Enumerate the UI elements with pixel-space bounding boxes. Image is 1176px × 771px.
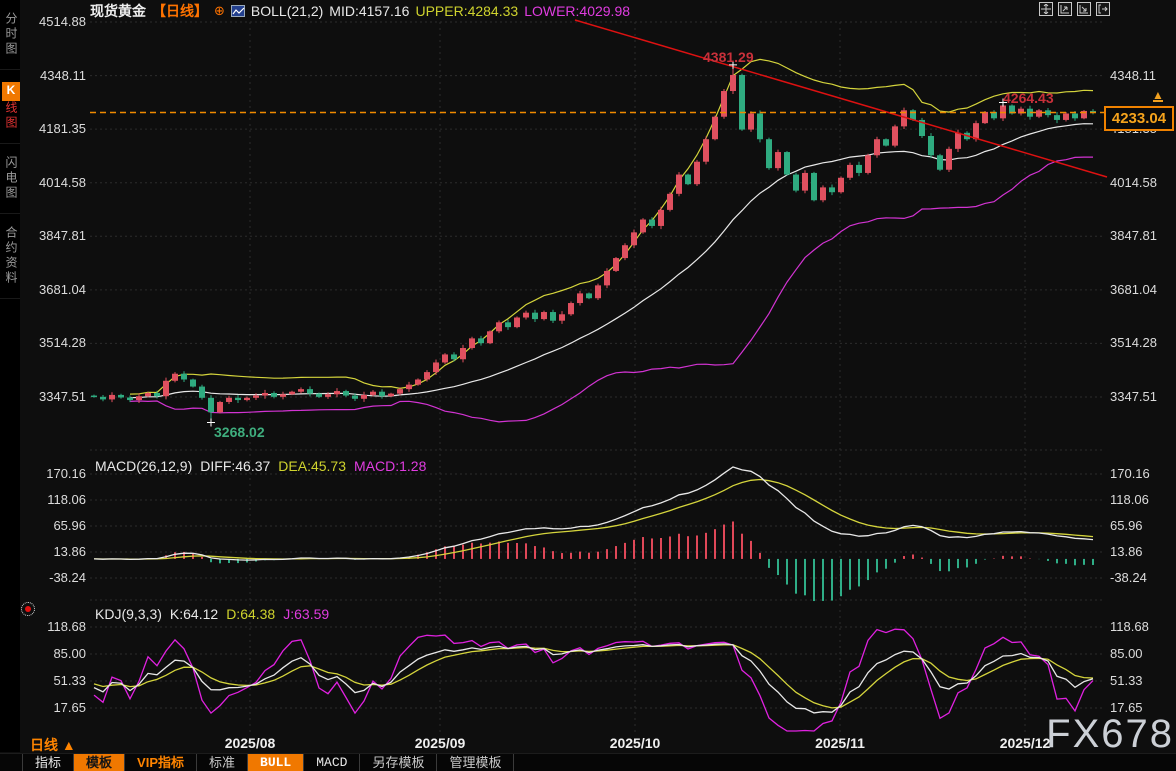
y-axis-label: 17.65 [53,700,86,715]
chart-type-icon[interactable] [230,5,245,17]
x-axis-label: 2025/09 [414,735,466,751]
y-axis-label: 118.68 [1110,619,1149,634]
y-axis-label: 3514.28 [1110,335,1157,351]
y-axis-label: 85.00 [53,646,86,661]
y-axis-label: 4348.11 [1110,67,1157,83]
y-axis-label: 3681.04 [1110,281,1157,297]
macd-diff-value: DIFF:46.37 [200,458,271,474]
period-badge[interactable]: 【日线】 [152,3,208,19]
y-axis-label: 13.86 [53,544,86,559]
boll-label: BOLL(21,2) [250,3,324,19]
period-dropdown[interactable]: 日线 ▲ [30,737,76,753]
y-axis-label: -38.24 [49,570,86,585]
sidebar-item-lightning[interactable]: 闪电图 [0,144,20,214]
y-axis-label: 170.16 [46,466,86,481]
y-axis-label: 4014.58 [39,174,86,190]
boll-mid-value: MID:4157.16 [329,3,410,19]
macd-title: MACD(26,12,9) [95,458,193,474]
peak-price-label: 4381.29 [703,49,754,65]
nov-high-price-label: 4264.43 [1003,90,1054,106]
price-alert-icon[interactable]: ▲ [1152,88,1164,102]
kline-tab-rest: 线图 [4,101,18,131]
y-axis-label: 4514.88 [39,14,86,29]
x-axis-strip: 日线 ▲ 2025/08 2025/09 2025/10 2025/11 202… [0,733,1176,753]
x-axis-label: 2025/12 [999,735,1051,751]
x-axis-label: 2025/11 [815,735,865,751]
gridlines [90,21,1105,733]
macd-panel-header: MACD(26,12,9) DIFF:46.37 DEA:45.73 MACD:… [95,458,426,474]
sidebar-item-contract-info[interactable]: 合约资料 [0,214,20,299]
kline-tab-first-char: K [2,82,20,101]
macd-panel [93,466,1094,602]
tab-vip-indicators[interactable]: VIP指标 [125,753,197,771]
y-axis-label: 3514.28 [39,335,86,351]
y-axis-label: 3347.51 [39,389,86,404]
y-axis-label: 4181.35 [39,121,86,137]
kdj-d-value: D:64.38 [226,606,276,622]
tab-bull[interactable]: BULL [248,753,305,771]
tab-macd[interactable]: MACD [304,753,361,771]
bottom-toolbar: 指标 模板 VIP指标 标准 BULL MACD 另存模板 管理模板 [0,753,1176,771]
tab-standard[interactable]: 标准 [197,753,249,771]
y-axis-label: 3681.04 [39,281,86,297]
x-axis-label: 2025/08 [224,735,276,751]
y-axis-label: 118.68 [47,619,86,634]
candles [91,64,1096,423]
tab-manage-templates[interactable]: 管理模板 [437,753,515,771]
y-axis-label: 13.86 [1110,544,1143,559]
boll-lower-value: LOWER:4029.98 [524,3,631,19]
bollinger-bands [129,58,1094,423]
sidebar-item-timeshare[interactable]: 分时图 [0,0,20,70]
kdj-k-value: K:64.12 [169,606,219,622]
y-axis-label: 4348.11 [39,67,86,83]
y-axis-label: 170.16 [1110,466,1150,481]
boll-upper-value: UPPER:4284.33 [415,3,519,19]
tab-indicators[interactable]: 指标 [22,753,75,771]
low-price-label: 3268.02 [214,424,265,440]
tab-templates[interactable]: 模板 [74,753,126,771]
y-axis-label: 65.96 [1110,518,1143,533]
kdj-panel-header: KDJ(9,3,3) K:64.12 D:64.38 J:63.59 [95,606,329,622]
kdj-panel [93,628,1094,732]
expand-chart-icon[interactable] [1096,2,1110,16]
kdj-j-value: J:63.59 [283,606,330,622]
y-axis-label: 4014.58 [1110,174,1157,190]
add-indicator-icon[interactable]: ⊕ [214,3,225,18]
y-axis-label: 3847.81 [1110,228,1157,244]
x-axis-label: 2025/10 [609,735,661,751]
chart-header: 现货黄金 【日线】 ⊕ BOLL(21,2) MID:4157.16 UPPER… [90,2,630,20]
y-axis-label: 65.96 [53,518,86,533]
y-axis-label: 17.65 [1110,700,1143,715]
y-axis-label: -38.24 [1110,570,1147,585]
macd-macd-value: MACD:1.28 [354,458,427,474]
kline-chart-canvas[interactable] [0,0,1176,752]
indicator-settings-icon[interactable] [21,602,35,616]
y-axis-label: 118.06 [1110,492,1149,507]
y-axis-label: 51.33 [53,673,86,688]
fit-x-axis-icon[interactable] [1058,2,1072,16]
y-axis-label: 3847.81 [39,228,86,244]
symbol-name: 现货黄金 [90,3,146,19]
sidebar: 分时图 K线图 闪电图 合约资料 [0,0,20,752]
y-axis-label: 118.06 [47,492,86,507]
fx678-watermark: FX678 [1046,712,1174,756]
sidebar-item-kline[interactable]: K线图 [0,70,20,144]
macd-dea-value: DEA:45.73 [278,458,347,474]
tab-save-template[interactable]: 另存模板 [360,753,438,771]
y-axis-label: 85.00 [1110,646,1143,661]
crosshair-icon[interactable] [1039,2,1053,16]
kdj-title: KDJ(9,3,3) [95,606,162,622]
y-axis-label: 3347.51 [1110,389,1157,404]
y-axis-label: 51.33 [1110,673,1143,688]
overlay-lines [90,19,1108,427]
last-price-box: 4233.04 [1104,106,1174,131]
chart-toolbar [1039,2,1110,16]
fit-y-axis-icon[interactable] [1077,2,1091,16]
